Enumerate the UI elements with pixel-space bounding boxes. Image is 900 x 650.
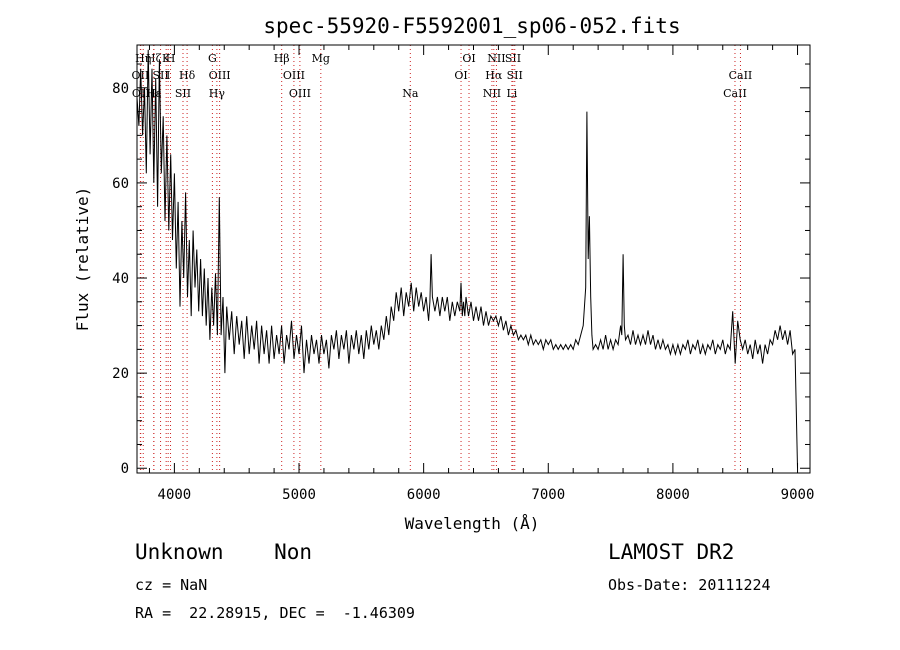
redshift-text: cz = NaN bbox=[135, 576, 208, 594]
y-tick-label: 0 bbox=[121, 461, 129, 477]
line-label: Mg bbox=[312, 52, 330, 65]
line-label: Hβ bbox=[274, 52, 290, 65]
line-label: OI bbox=[462, 52, 475, 65]
line-label: NII bbox=[483, 87, 501, 100]
line-label: OIII bbox=[209, 69, 231, 82]
line-label: CaII bbox=[729, 69, 753, 82]
line-label: CaII bbox=[723, 87, 747, 100]
x-axis-label: Wavelength (Å) bbox=[405, 514, 540, 533]
line-label: OIII bbox=[289, 87, 311, 100]
line-label: Hζ bbox=[146, 52, 162, 65]
line-label: SII bbox=[505, 52, 521, 65]
x-tick-label: 8000 bbox=[656, 487, 690, 503]
y-tick-label: 80 bbox=[112, 81, 129, 97]
survey-text: LAMOST DR2 bbox=[608, 540, 735, 564]
line-label: Hη bbox=[135, 52, 151, 65]
line-label: NII bbox=[487, 52, 505, 65]
line-label: I bbox=[166, 69, 170, 82]
line-label: SII bbox=[507, 69, 523, 82]
line-label: H bbox=[166, 52, 176, 65]
plot-frame bbox=[136, 44, 811, 474]
y-axis-label: Flux (relative) bbox=[73, 187, 92, 332]
line-label: Hε bbox=[146, 87, 162, 100]
line-label: K bbox=[162, 52, 171, 65]
line-label: OIII bbox=[283, 69, 305, 82]
x-tick-label: 4000 bbox=[158, 487, 192, 503]
line-label: Hα bbox=[485, 69, 503, 82]
axis-ticks: 4000 5000 6000 7000 8000 9000 0 20 40 60 80 bbox=[112, 45, 814, 503]
x-tick-label: 7000 bbox=[531, 487, 565, 503]
x-tick-label: 9000 bbox=[781, 487, 815, 503]
line-label: SII bbox=[175, 87, 191, 100]
x-tick-label: 5000 bbox=[282, 487, 316, 503]
line-label: G bbox=[208, 52, 217, 65]
y-tick-label: 20 bbox=[112, 366, 129, 382]
y-tick-label: 60 bbox=[112, 176, 129, 192]
y-tick-label: 40 bbox=[112, 271, 129, 287]
line-label: SII bbox=[152, 69, 168, 82]
chart-title: spec-55920-F5592001_sp06-052.fits bbox=[263, 14, 680, 38]
series-flux-line bbox=[136, 49, 798, 469]
line-label: OI bbox=[454, 69, 467, 82]
line-label: Hγ bbox=[209, 87, 226, 100]
line-label: Li bbox=[506, 87, 517, 100]
coords-text: RA = 22.28915, DEC = -1.46309 bbox=[135, 604, 415, 622]
obs-date-text: Obs-Date: 20111224 bbox=[608, 576, 771, 594]
line-label: Na bbox=[402, 87, 419, 100]
line-label: Hδ bbox=[179, 69, 196, 82]
x-tick-label: 6000 bbox=[407, 487, 441, 503]
classification-text: Unknown Non bbox=[135, 540, 313, 564]
